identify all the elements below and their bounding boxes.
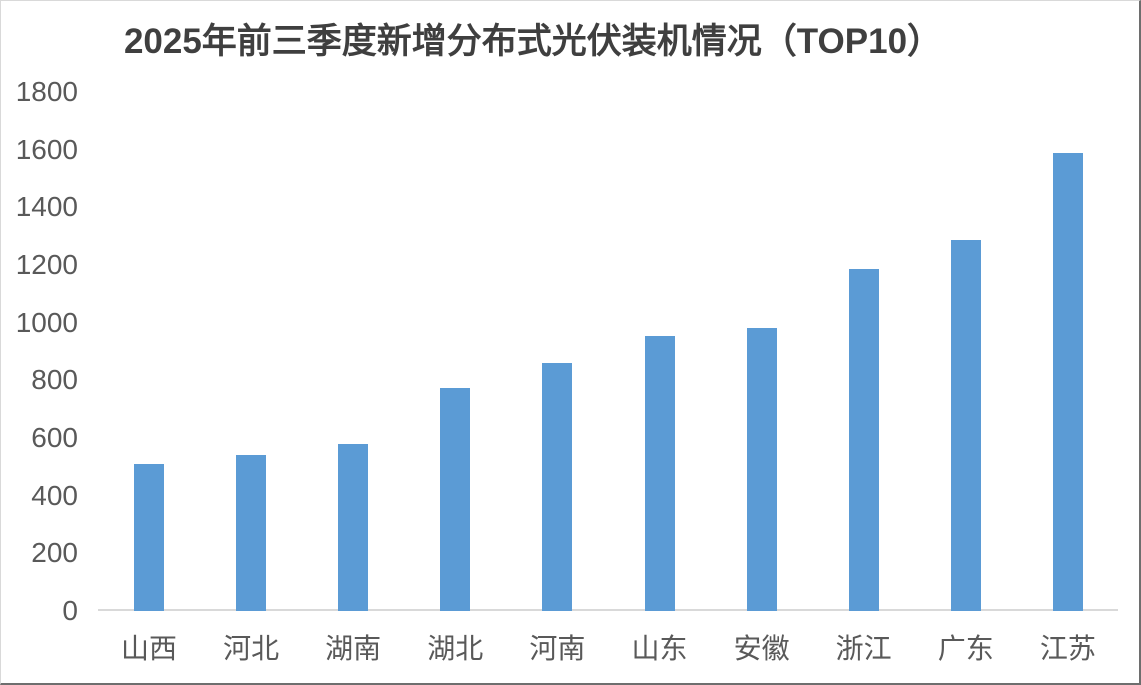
y-tick-label: 1000: [15, 306, 78, 338]
bar: [236, 455, 267, 611]
bar: [440, 387, 471, 611]
x-tick-label: 广东: [937, 633, 994, 664]
chart-title: 2025年前三季度新增分布式光伏装机情况（TOP10）: [123, 22, 943, 61]
x-tick-label: 山东: [631, 633, 688, 664]
x-tick-label: 安徽: [733, 633, 790, 664]
y-tick-label: 1400: [15, 191, 78, 223]
bar: [746, 328, 777, 611]
y-tick-label: 400: [31, 479, 78, 511]
bar: [338, 443, 369, 611]
y-tick-label: 600: [31, 422, 78, 453]
x-axis-line: [98, 609, 1118, 611]
y-tick-label: 200: [31, 537, 78, 569]
x-tick-label: 山西: [120, 633, 177, 664]
bar: [134, 463, 164, 611]
x-tick-label: 河北: [223, 633, 280, 664]
x-tick-label: 湖北: [427, 633, 484, 664]
y-tick-label: 800: [31, 364, 78, 396]
bar: [848, 269, 879, 611]
x-tick-label: 河南: [529, 633, 586, 664]
bar: [542, 363, 573, 611]
x-tick-label: 湖南: [325, 633, 382, 664]
y-tick-label: 1200: [15, 249, 78, 280]
bar: [950, 240, 981, 611]
x-tick-label: 浙江: [835, 633, 892, 664]
y-tick-label: 1600: [15, 133, 78, 165]
y-tick-label: 0: [62, 595, 78, 626]
bar: [1052, 152, 1083, 611]
bar: [644, 335, 675, 611]
y-tick-label: 1800: [15, 76, 78, 107]
x-tick-label: 江苏: [1039, 633, 1096, 664]
